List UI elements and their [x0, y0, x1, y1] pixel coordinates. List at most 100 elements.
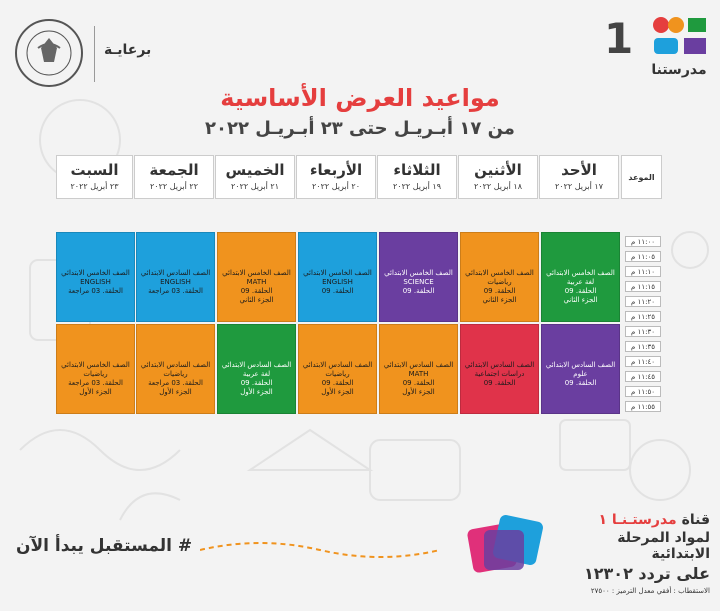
program-episode: الحلقة. 09	[483, 287, 516, 295]
channel-frequency: على تردد ١٢٣٠٢	[584, 564, 710, 583]
day-name: الأثنين	[474, 161, 522, 179]
channel-line2: لمواد المرحلة الابتدائية	[617, 530, 710, 562]
program-cell-monday-2[interactable]: الصف السادس الابتدائي دراسات اجتماعية ال…	[460, 324, 539, 414]
program-grade: الصف الخامس الابتدائي	[384, 269, 453, 277]
ministry-seal-icon	[15, 19, 83, 87]
program-episode: الحلقة. 09	[483, 379, 516, 387]
program-episode: الحلقة. 09	[321, 379, 354, 387]
program-subject: علوم	[573, 370, 588, 378]
day-header-thursday: الخميس ٢١ أبريل ٢٠٢٢	[215, 155, 295, 199]
program-subject: SCIENCE	[403, 278, 434, 286]
day-name: الأربعاء	[309, 161, 363, 179]
program-cell-thursday-2[interactable]: الصف السادس الابتدائي لغة عربية الحلقة. …	[217, 324, 296, 414]
day-date: ٢٣ أبريل ٢٠٢٢	[70, 182, 119, 191]
program-part: الجزء الأول	[402, 388, 435, 396]
program-episode: الحلقة. 09	[240, 379, 273, 387]
program-episode: الحلقة. 09	[240, 287, 273, 295]
program-subject: MATH	[408, 370, 429, 378]
books-illustration-icon	[467, 515, 543, 573]
program-cell-thursday-1[interactable]: الصف الخامس الابتدائي MATH الحلقة. 09 ال…	[217, 232, 296, 322]
program-cell-saturday-1[interactable]: الصف الخامس الابتدائي ENGLISH الحلقة. 03…	[56, 232, 135, 322]
program-episode: الحلقة. 09	[564, 379, 597, 387]
day-name: الثلاثاء	[393, 161, 441, 179]
day-header-monday: الأثنين ١٨ أبريل ٢٠٢٢	[458, 155, 538, 199]
footer-slogan: # المستقبل يبدأ الآن	[16, 536, 193, 556]
time-slot: ١١:٣٥ م	[625, 341, 661, 352]
program-subject: رياضيات	[487, 278, 512, 286]
program-episode: الحلقة. 09	[402, 287, 435, 295]
program-episode: الحلقة. 03 مراجعة	[68, 287, 123, 295]
program-grade: الصف السادس الابتدائي	[383, 361, 454, 369]
program-grade: الصف السادس الابتدائي	[140, 361, 211, 369]
program-grade: الصف الخامس الابتدائي	[465, 269, 534, 277]
program-subject: ENGLISH	[160, 278, 191, 286]
channel-line1: قناة مدرستـنـا ١	[570, 512, 710, 528]
reception-note: الاستقطاب : أفقي معدل الترميز : ٢٧٥٠٠	[590, 587, 710, 595]
program-grade: الصف الخامس الابتدائي	[61, 361, 130, 369]
program-cell-tuesday-2[interactable]: الصف السادس الابتدائي MATH الحلقة. 09 ال…	[379, 324, 458, 414]
program-part: الجزء الأول	[159, 388, 192, 396]
day-name: السبت	[70, 161, 119, 179]
time-slot: ١١:٥٠ م	[625, 386, 661, 397]
program-episode: الحلقة. 09	[321, 287, 354, 295]
program-cell-tuesday-1[interactable]: الصف الخامس الابتدائي SCIENCE الحلقة. 09	[379, 232, 458, 322]
page-subtitle: من ١٧ أبـريـل حتى ٢٣ أبـريـل ٢٠٢٢	[205, 118, 515, 139]
program-grade: الصف السادس الابتدائي	[464, 361, 535, 369]
program-subject: رياضيات	[163, 370, 188, 378]
dashed-path-decoration	[200, 542, 440, 558]
madrasatna-logo-icon	[653, 17, 706, 54]
program-cell-friday-2[interactable]: الصف السادس الابتدائي رياضيات الحلقة. 03…	[136, 324, 215, 414]
time-slot: ١١:٣٠ م	[625, 326, 661, 337]
day-date: ١٩ أبريل ٢٠٢٢	[392, 182, 441, 191]
program-subject: ENGLISH	[322, 278, 353, 286]
sponsor-label: برعايـة	[104, 42, 152, 58]
day-name: الأحد	[561, 161, 597, 179]
day-date: ٢١ أبريل ٢٠٢٢	[230, 182, 279, 191]
day-header-friday: الجمعة ٢٢ أبريل ٢٠٢٢	[134, 155, 214, 199]
day-date: ٢٠ أبريل ٢٠٢٢	[311, 182, 360, 191]
program-cell-wednesday-1[interactable]: الصف الخامس الابتدائي ENGLISH الحلقة. 09	[298, 232, 377, 322]
day-header-saturday: السبت ٢٣ أبريل ٢٠٢٢	[56, 155, 133, 199]
day-date: ١٨ أبريل ٢٠٢٢	[473, 182, 522, 191]
footer-channel-info: قناة مدرستـنـا ١ لمواد المرحلة الابتدائي…	[570, 512, 710, 595]
time-slot: ١١:٢٥ م	[625, 311, 661, 322]
program-subject: MATH	[246, 278, 267, 286]
channel-prefix: قناة	[681, 512, 710, 528]
day-date: ١٧ أبريل ٢٠٢٢	[554, 182, 603, 191]
channel-name-highlight: مدرستـنـا ١	[598, 512, 677, 528]
channel-number: 1	[604, 14, 634, 63]
program-grade: الصف الخامس الابتدائي	[546, 269, 615, 277]
program-cell-sunday-2[interactable]: الصف السادس الابتدائي علوم الحلقة. 09	[541, 324, 620, 414]
day-header-wednesday: الأربعاء ٢٠ أبريل ٢٠٢٢	[296, 155, 376, 199]
program-episode: الحلقة. 03 مراجعة	[148, 287, 203, 295]
day-name: الجمعة	[149, 161, 199, 179]
program-subject: رياضيات	[325, 370, 350, 378]
day-header-tuesday: الثلاثاء ١٩ أبريل ٢٠٢٢	[377, 155, 457, 199]
day-date: ٢٢ أبريل ٢٠٢٢	[149, 182, 198, 191]
program-part: الجزء الأول	[79, 388, 112, 396]
brand-name: مدرستنا	[651, 62, 707, 78]
program-subject: ENGLISH	[80, 278, 111, 286]
program-grade: الصف الخامس الابتدائي	[222, 269, 291, 277]
time-slot: ١١:١٥ م	[625, 281, 661, 292]
program-part: الجزء الثاني	[563, 296, 598, 304]
program-part: الجزء الثاني	[239, 296, 274, 304]
time-slot: ١١:٠٥ م	[625, 251, 661, 262]
program-cell-wednesday-2[interactable]: الصف السادس الابتدائي رياضيات الحلقة. 09…	[298, 324, 377, 414]
program-cell-saturday-2[interactable]: الصف الخامس الابتدائي رياضيات الحلقة. 03…	[56, 324, 135, 414]
time-slot: ١١:١٠ م	[625, 266, 661, 277]
sponsor-divider	[94, 26, 95, 82]
program-cell-friday-1[interactable]: الصف السادس الابتدائي ENGLISH الحلقة. 03…	[136, 232, 215, 322]
time-column-header: الموعد	[621, 155, 662, 199]
program-grade: الصف السادس الابتدائي	[302, 361, 373, 369]
program-cell-monday-1[interactable]: الصف الخامس الابتدائي رياضيات الحلقة. 09…	[460, 232, 539, 322]
program-part: الجزء الأول	[321, 388, 354, 396]
program-grade: الصف السادس الابتدائي	[221, 361, 292, 369]
program-episode: الحلقة. 09	[402, 379, 435, 387]
program-episode: الحلقة. 03 مراجعة	[148, 379, 203, 387]
program-episode: الحلقة. 03 مراجعة	[68, 379, 123, 387]
program-subject: لغة عربية	[242, 370, 271, 378]
program-part: الجزء الأول	[240, 388, 273, 396]
program-cell-sunday-1[interactable]: الصف الخامس الابتدائي لغة عربية الحلقة. …	[541, 232, 620, 322]
time-slot: ١١:٢٠ م	[625, 296, 661, 307]
